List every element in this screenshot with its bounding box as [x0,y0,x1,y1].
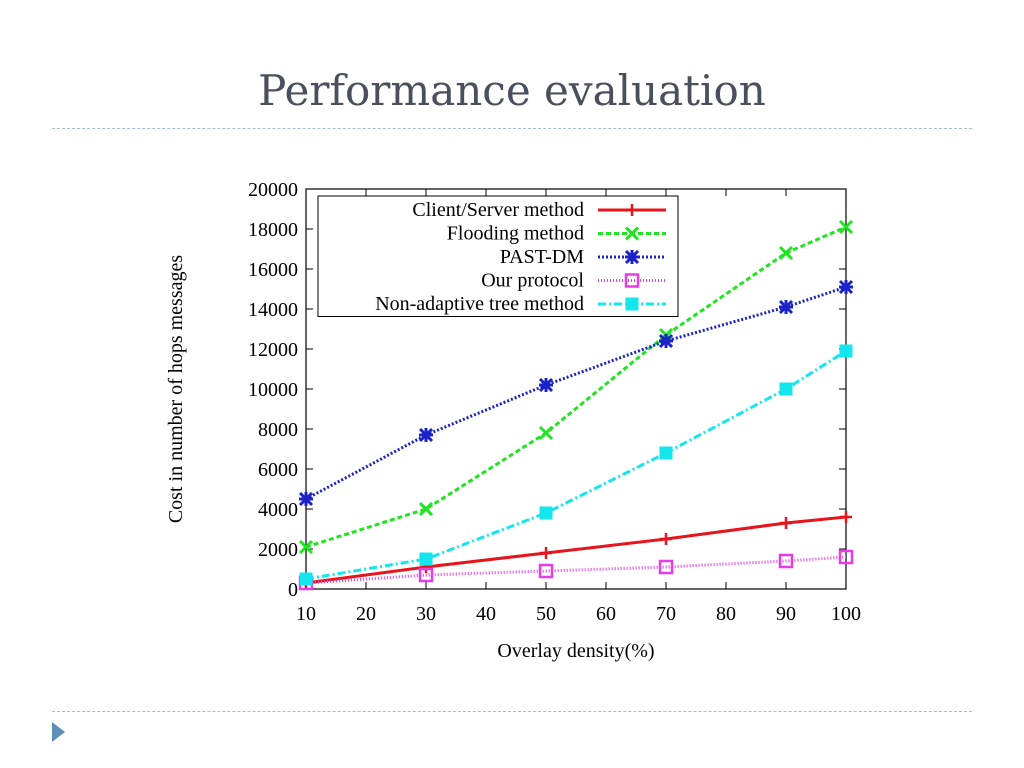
data-point-4-4 [779,382,793,396]
data-point-3-3 [658,559,674,575]
data-point-2-3 [658,333,674,349]
legend-label: Our protocol [481,270,584,292]
data-point-3-4 [778,553,794,569]
data-point-1-0 [298,539,314,555]
legend-label: Client/Server method [412,199,584,221]
y-tick-label: 4000 [258,499,298,521]
x-tick-label: 10 [296,603,316,625]
legend-label: PAST-DM [500,246,584,268]
y-tick-label: 14000 [248,299,298,321]
x-tick-label: 90 [776,603,796,625]
y-axis-label: Cost in number of hops messages [165,255,187,524]
data-point-2-5 [838,279,854,295]
data-point-3-2 [538,563,554,579]
line-chart: 0 2000 4000 6000 8000 10000 12000 14000 16000 180… [165,179,861,662]
data-point-1-4 [778,245,794,261]
series-line-2 [305,285,847,501]
data-point-2-0 [298,491,314,507]
data-point-4-0 [299,572,313,586]
y-tick-label: 18000 [248,219,298,241]
data-point-2-2 [538,377,554,393]
data-point-1-5 [838,219,854,235]
data-point-0-2 [540,547,552,559]
x-tick-label: 30 [416,603,436,625]
x-tick-label: 60 [596,603,616,625]
legend-label: Flooding method [447,223,584,245]
data-point-3-5 [838,549,854,565]
title-divider [52,128,972,129]
data-point-0-5 [840,511,852,523]
y-tick-label: 16000 [248,259,298,281]
data-point-2-1 [418,427,434,443]
y-tick-label: 8000 [258,419,298,441]
data-point-0-3 [660,533,672,545]
x-tick-label: 100 [831,603,861,625]
legend-marker-2 [624,249,640,265]
x-axis-label: Overlay density(%) [497,640,654,662]
y-tick-label: 6000 [258,459,298,481]
legend-marker-4 [625,297,639,311]
data-point-0-4 [780,517,792,529]
x-tick-label: 20 [356,603,376,625]
slide-title: Performance evaluation [258,66,766,115]
series-line-3 [305,555,847,585]
data-point-4-5 [839,344,853,358]
y-tick-label: 20000 [248,179,298,201]
data-point-4-2 [539,506,553,520]
data-point-4-3 [659,446,673,460]
series-line-1 [305,225,847,549]
legend-marker-0 [626,204,638,216]
x-tick-label: 40 [476,603,496,625]
footer-divider [52,711,972,712]
series-line-4 [305,349,847,581]
x-tick-label: 70 [656,603,676,625]
x-tick-label: 50 [536,603,556,625]
data-point-3-1 [418,567,434,583]
slide-nav-arrow-icon[interactable] [52,722,65,742]
y-tick-label: 12000 [248,339,298,361]
data-point-2-4 [778,299,794,315]
x-tick-label: 80 [716,603,736,625]
data-point-1-2 [538,425,554,441]
y-tick-label: 10000 [248,379,298,401]
series-line-0 [305,515,847,585]
legend-label: Non-adaptive tree method [375,293,584,315]
legend-marker-1 [624,226,640,241]
y-tick-label: 0 [288,579,298,601]
data-point-4-1 [419,552,433,566]
data-point-1-1 [418,501,434,517]
legend-marker-3 [624,273,640,288]
y-tick-label: 2000 [258,539,298,561]
